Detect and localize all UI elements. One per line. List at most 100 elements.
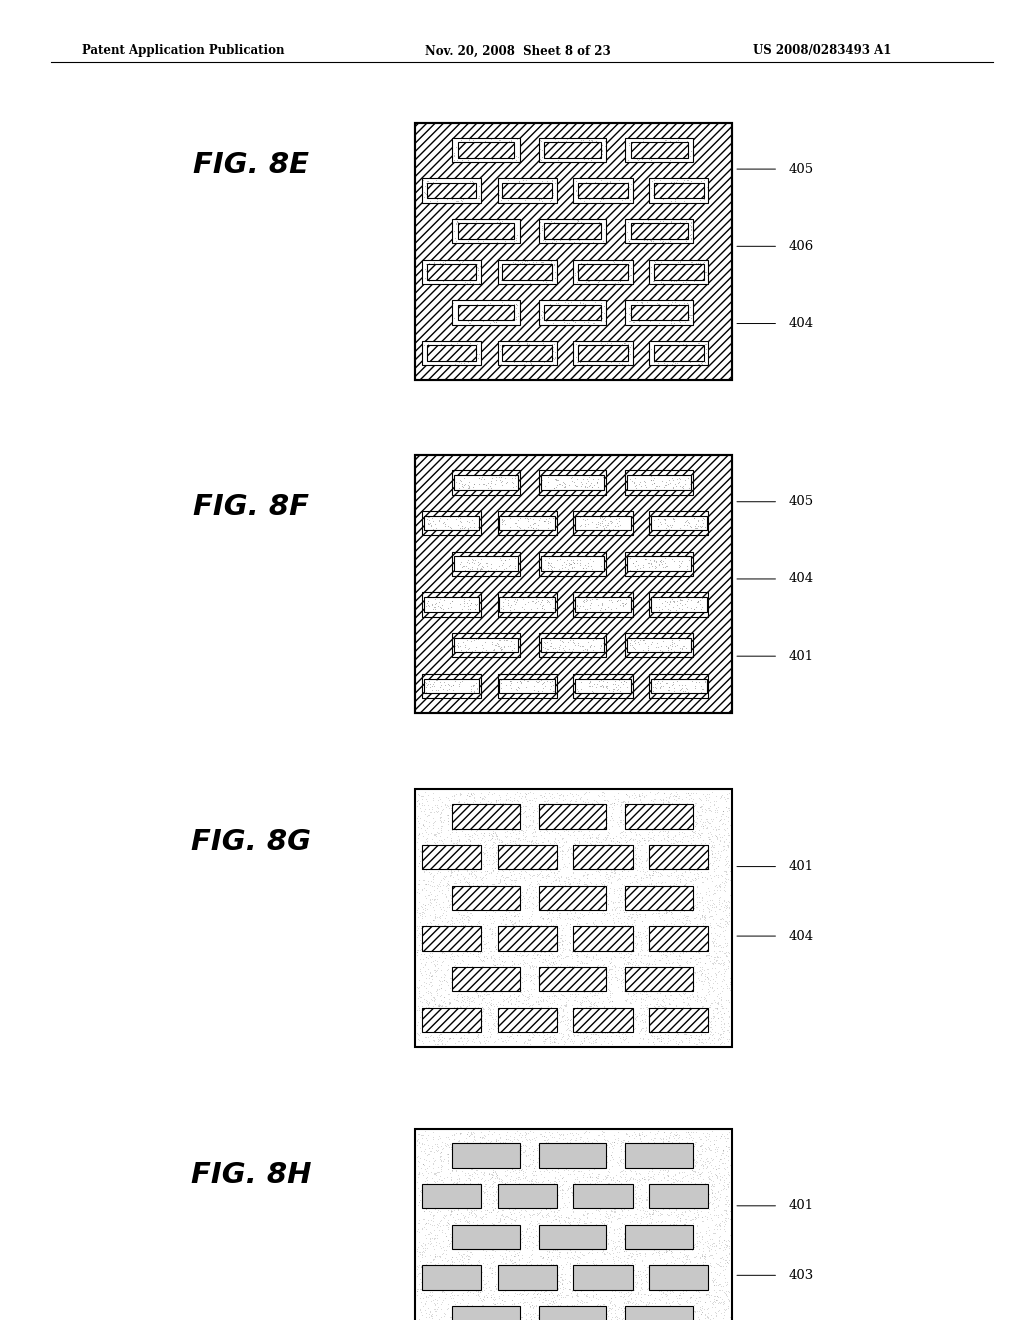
Point bbox=[721, 1171, 737, 1192]
Point bbox=[527, 1280, 544, 1302]
Point bbox=[434, 939, 451, 960]
Point bbox=[519, 1261, 536, 1282]
Point bbox=[665, 1218, 681, 1239]
Point bbox=[473, 1126, 489, 1147]
Point bbox=[645, 550, 662, 572]
Point bbox=[417, 953, 433, 974]
Point bbox=[592, 948, 608, 969]
Point bbox=[586, 1304, 602, 1320]
Point bbox=[509, 850, 525, 871]
Point bbox=[541, 1305, 557, 1320]
Point bbox=[444, 1287, 461, 1308]
Point bbox=[572, 1023, 589, 1044]
Point bbox=[419, 805, 435, 826]
Point bbox=[451, 791, 467, 812]
Point bbox=[665, 920, 681, 941]
Point bbox=[511, 909, 527, 931]
Point bbox=[520, 255, 537, 276]
Point bbox=[445, 807, 462, 828]
Point bbox=[551, 867, 567, 888]
Point bbox=[452, 1236, 468, 1257]
Point bbox=[512, 1024, 528, 1045]
Point bbox=[497, 1253, 513, 1274]
Point bbox=[482, 941, 499, 962]
Point bbox=[469, 1250, 485, 1271]
Point bbox=[482, 1168, 499, 1189]
Point bbox=[653, 851, 670, 873]
Point bbox=[700, 1220, 717, 1241]
Point bbox=[687, 999, 703, 1020]
Point bbox=[548, 985, 564, 1006]
Point bbox=[418, 1018, 434, 1039]
Point bbox=[610, 867, 627, 888]
Point bbox=[432, 1255, 449, 1276]
Point bbox=[624, 828, 640, 849]
Point bbox=[524, 1135, 541, 1156]
Point bbox=[461, 812, 477, 833]
Point bbox=[469, 297, 485, 318]
Point bbox=[422, 972, 438, 993]
Point bbox=[720, 890, 736, 911]
Point bbox=[452, 953, 468, 974]
Point bbox=[571, 882, 588, 903]
Bar bbox=[573, 673, 633, 698]
Point bbox=[585, 911, 601, 932]
Point bbox=[512, 1292, 528, 1313]
Point bbox=[573, 812, 590, 833]
Point bbox=[610, 515, 627, 536]
Point bbox=[460, 1249, 476, 1270]
Point bbox=[671, 1311, 687, 1320]
Point bbox=[455, 990, 471, 1011]
Point bbox=[511, 1008, 527, 1030]
Point bbox=[474, 941, 490, 962]
Point bbox=[586, 807, 602, 828]
Point bbox=[417, 1272, 433, 1294]
Point bbox=[506, 1294, 522, 1315]
Point bbox=[564, 216, 581, 238]
Point bbox=[538, 1218, 554, 1239]
Point bbox=[460, 1216, 476, 1237]
Point bbox=[545, 1242, 561, 1263]
Point bbox=[632, 630, 648, 651]
Point bbox=[646, 510, 663, 531]
Point bbox=[620, 1020, 636, 1041]
Point bbox=[679, 350, 695, 371]
Point bbox=[591, 1138, 607, 1159]
Point bbox=[538, 977, 554, 998]
Point bbox=[610, 903, 627, 924]
Point bbox=[627, 1197, 643, 1218]
Point bbox=[412, 1243, 428, 1265]
Point bbox=[657, 1181, 674, 1203]
Point bbox=[719, 1271, 735, 1292]
Point bbox=[691, 961, 708, 982]
Point bbox=[718, 1234, 734, 1255]
Point bbox=[695, 894, 712, 915]
Point bbox=[595, 1257, 611, 1278]
Point bbox=[530, 1230, 547, 1251]
Point bbox=[545, 817, 561, 838]
Point bbox=[461, 875, 477, 896]
Point bbox=[484, 1146, 501, 1167]
Point bbox=[682, 1179, 698, 1200]
Point bbox=[721, 942, 737, 964]
Point bbox=[628, 837, 644, 858]
Point bbox=[436, 883, 453, 904]
Point bbox=[444, 799, 461, 820]
Point bbox=[428, 1011, 444, 1032]
Point bbox=[505, 1007, 521, 1028]
Point bbox=[598, 677, 614, 698]
Point bbox=[587, 141, 603, 162]
Point bbox=[597, 956, 613, 977]
Point bbox=[672, 1007, 688, 1028]
Point bbox=[604, 265, 621, 286]
Point bbox=[451, 1181, 467, 1203]
Point bbox=[578, 847, 594, 869]
Point bbox=[454, 1246, 470, 1267]
Point bbox=[486, 882, 503, 903]
Point bbox=[419, 830, 435, 851]
Point bbox=[702, 1032, 719, 1053]
Point bbox=[580, 863, 596, 884]
Point bbox=[474, 880, 490, 902]
Point bbox=[572, 1298, 589, 1319]
Point bbox=[589, 903, 605, 924]
